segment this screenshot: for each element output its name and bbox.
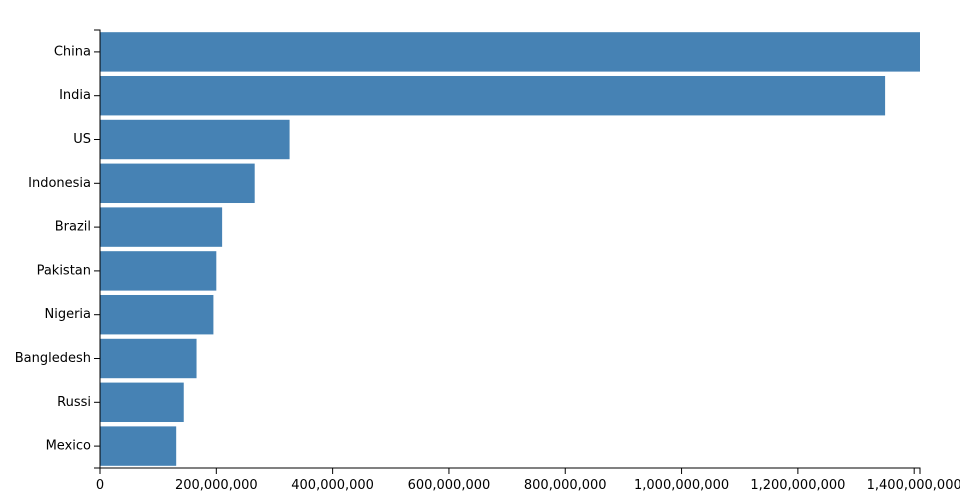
y-tick-label-russi: Russi xyxy=(57,395,91,410)
x-tick-label-1: 200,000,000 xyxy=(175,478,258,493)
y-tick-label-china: China xyxy=(54,44,91,59)
y-tick-label-bangledesh: Bangledesh xyxy=(15,351,91,366)
x-tick-label-2: 400,000,000 xyxy=(291,478,374,493)
y-axis-line xyxy=(94,29,101,469)
bars xyxy=(100,32,920,466)
bar-india xyxy=(100,75,886,116)
x-axis: 0 200,000,000 400,000,000 600,000,000 800,00… xyxy=(96,467,960,493)
bar-nigeria xyxy=(100,294,214,335)
bar-brazil xyxy=(100,207,223,247)
x-tick-label-5: 1,000,000,000 xyxy=(634,478,729,493)
bar-us xyxy=(100,119,290,160)
bar-pakistan xyxy=(100,251,217,291)
x-tick-label-6: 1,200,000,000 xyxy=(750,478,845,493)
y-tick-label-brazil: Brazil xyxy=(55,220,91,235)
y-axis: China India US Indonesia Brazil Pakistan Niger… xyxy=(15,29,101,469)
y-tick-label-pakistan: Pakistan xyxy=(37,263,91,278)
bar-mexico xyxy=(100,426,177,466)
bar-china xyxy=(100,32,920,72)
y-tick-label-us: US xyxy=(73,132,91,147)
x-axis-line xyxy=(99,467,921,474)
y-tick-label-nigeria: Nigeria xyxy=(44,307,91,322)
bar-indonesia xyxy=(100,163,255,204)
y-tick-label-indonesia: Indonesia xyxy=(28,176,91,191)
bar-russi xyxy=(100,382,184,423)
x-tick-label-7: 1,400,000,000 xyxy=(867,478,960,493)
x-tick-label-3: 600,000,000 xyxy=(408,478,491,493)
y-tick-label-mexico: Mexico xyxy=(46,439,91,454)
y-tick-label-india: India xyxy=(59,88,91,103)
x-tick-label-0: 0 xyxy=(96,478,104,493)
bar-bangledesh xyxy=(100,338,197,379)
x-tick-label-4: 800,000,000 xyxy=(524,478,607,493)
